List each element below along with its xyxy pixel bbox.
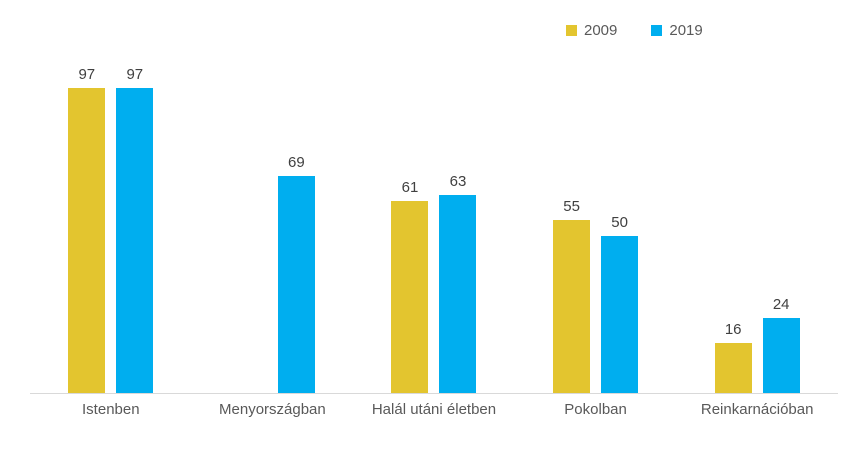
value-label: 50 <box>611 214 628 231</box>
bar-slot: 55 <box>553 198 591 393</box>
legend-item-2019: 2019 <box>651 22 703 39</box>
bar-2009 <box>391 201 429 393</box>
bar-slot: 97 <box>68 66 106 393</box>
bar-2009 <box>553 220 591 393</box>
bar-group: 61 63 <box>353 0 515 393</box>
legend-item-2009: 2009 <box>566 22 617 39</box>
value-label: 24 <box>772 296 790 313</box>
bar-group: 69 <box>192 0 354 393</box>
bar-2019 <box>116 88 154 393</box>
bar-2009 <box>68 88 106 393</box>
bar-2019 <box>601 236 639 393</box>
value-label: 55 <box>563 198 580 215</box>
category-label: Pokolban <box>564 401 627 418</box>
bar-group: 97 97 <box>30 0 192 393</box>
legend-label-2019: 2019 <box>669 22 703 39</box>
value-label: 16 <box>724 321 742 338</box>
bar-slot: 69 <box>277 154 315 393</box>
legend-swatch-2019-icon <box>651 25 663 36</box>
bar-slot: 16 <box>714 321 752 393</box>
category-label: Reinkarnációban <box>700 401 814 418</box>
x-axis-labels: Istenben Menyországban Halál utáni életben… <box>30 401 838 418</box>
bar-slot: 50 <box>601 214 639 393</box>
category-label: Istenben <box>82 401 140 418</box>
chart-legend: 2009 2019 <box>566 22 703 39</box>
value-label: 69 <box>288 154 305 171</box>
value-label: 97 <box>126 66 144 83</box>
bar-slot: 97 <box>116 66 154 393</box>
value-label: 97 <box>78 66 96 83</box>
bar-slot: 63 <box>439 173 477 393</box>
bar-2019 <box>762 318 800 393</box>
plot-area: 97 97 69 61 63 55 50 16 24 <box>30 0 838 393</box>
bar-group: 16 24 <box>676 0 838 393</box>
category-label: Halál utáni életben <box>371 401 497 418</box>
value-label: 63 <box>449 173 467 190</box>
x-axis-line <box>30 393 838 394</box>
bar-2019 <box>277 176 315 393</box>
bar-slot: 24 <box>762 296 800 393</box>
category-label: Menyországban <box>219 401 326 418</box>
legend-swatch-2009-icon <box>566 25 577 36</box>
legend-label-2009: 2009 <box>584 22 618 39</box>
value-label: 61 <box>401 179 419 196</box>
bar-2019 <box>439 195 477 393</box>
bar-2009 <box>714 343 752 393</box>
bar-slot: 61 <box>391 179 429 393</box>
bar-group: 55 50 <box>515 0 677 393</box>
